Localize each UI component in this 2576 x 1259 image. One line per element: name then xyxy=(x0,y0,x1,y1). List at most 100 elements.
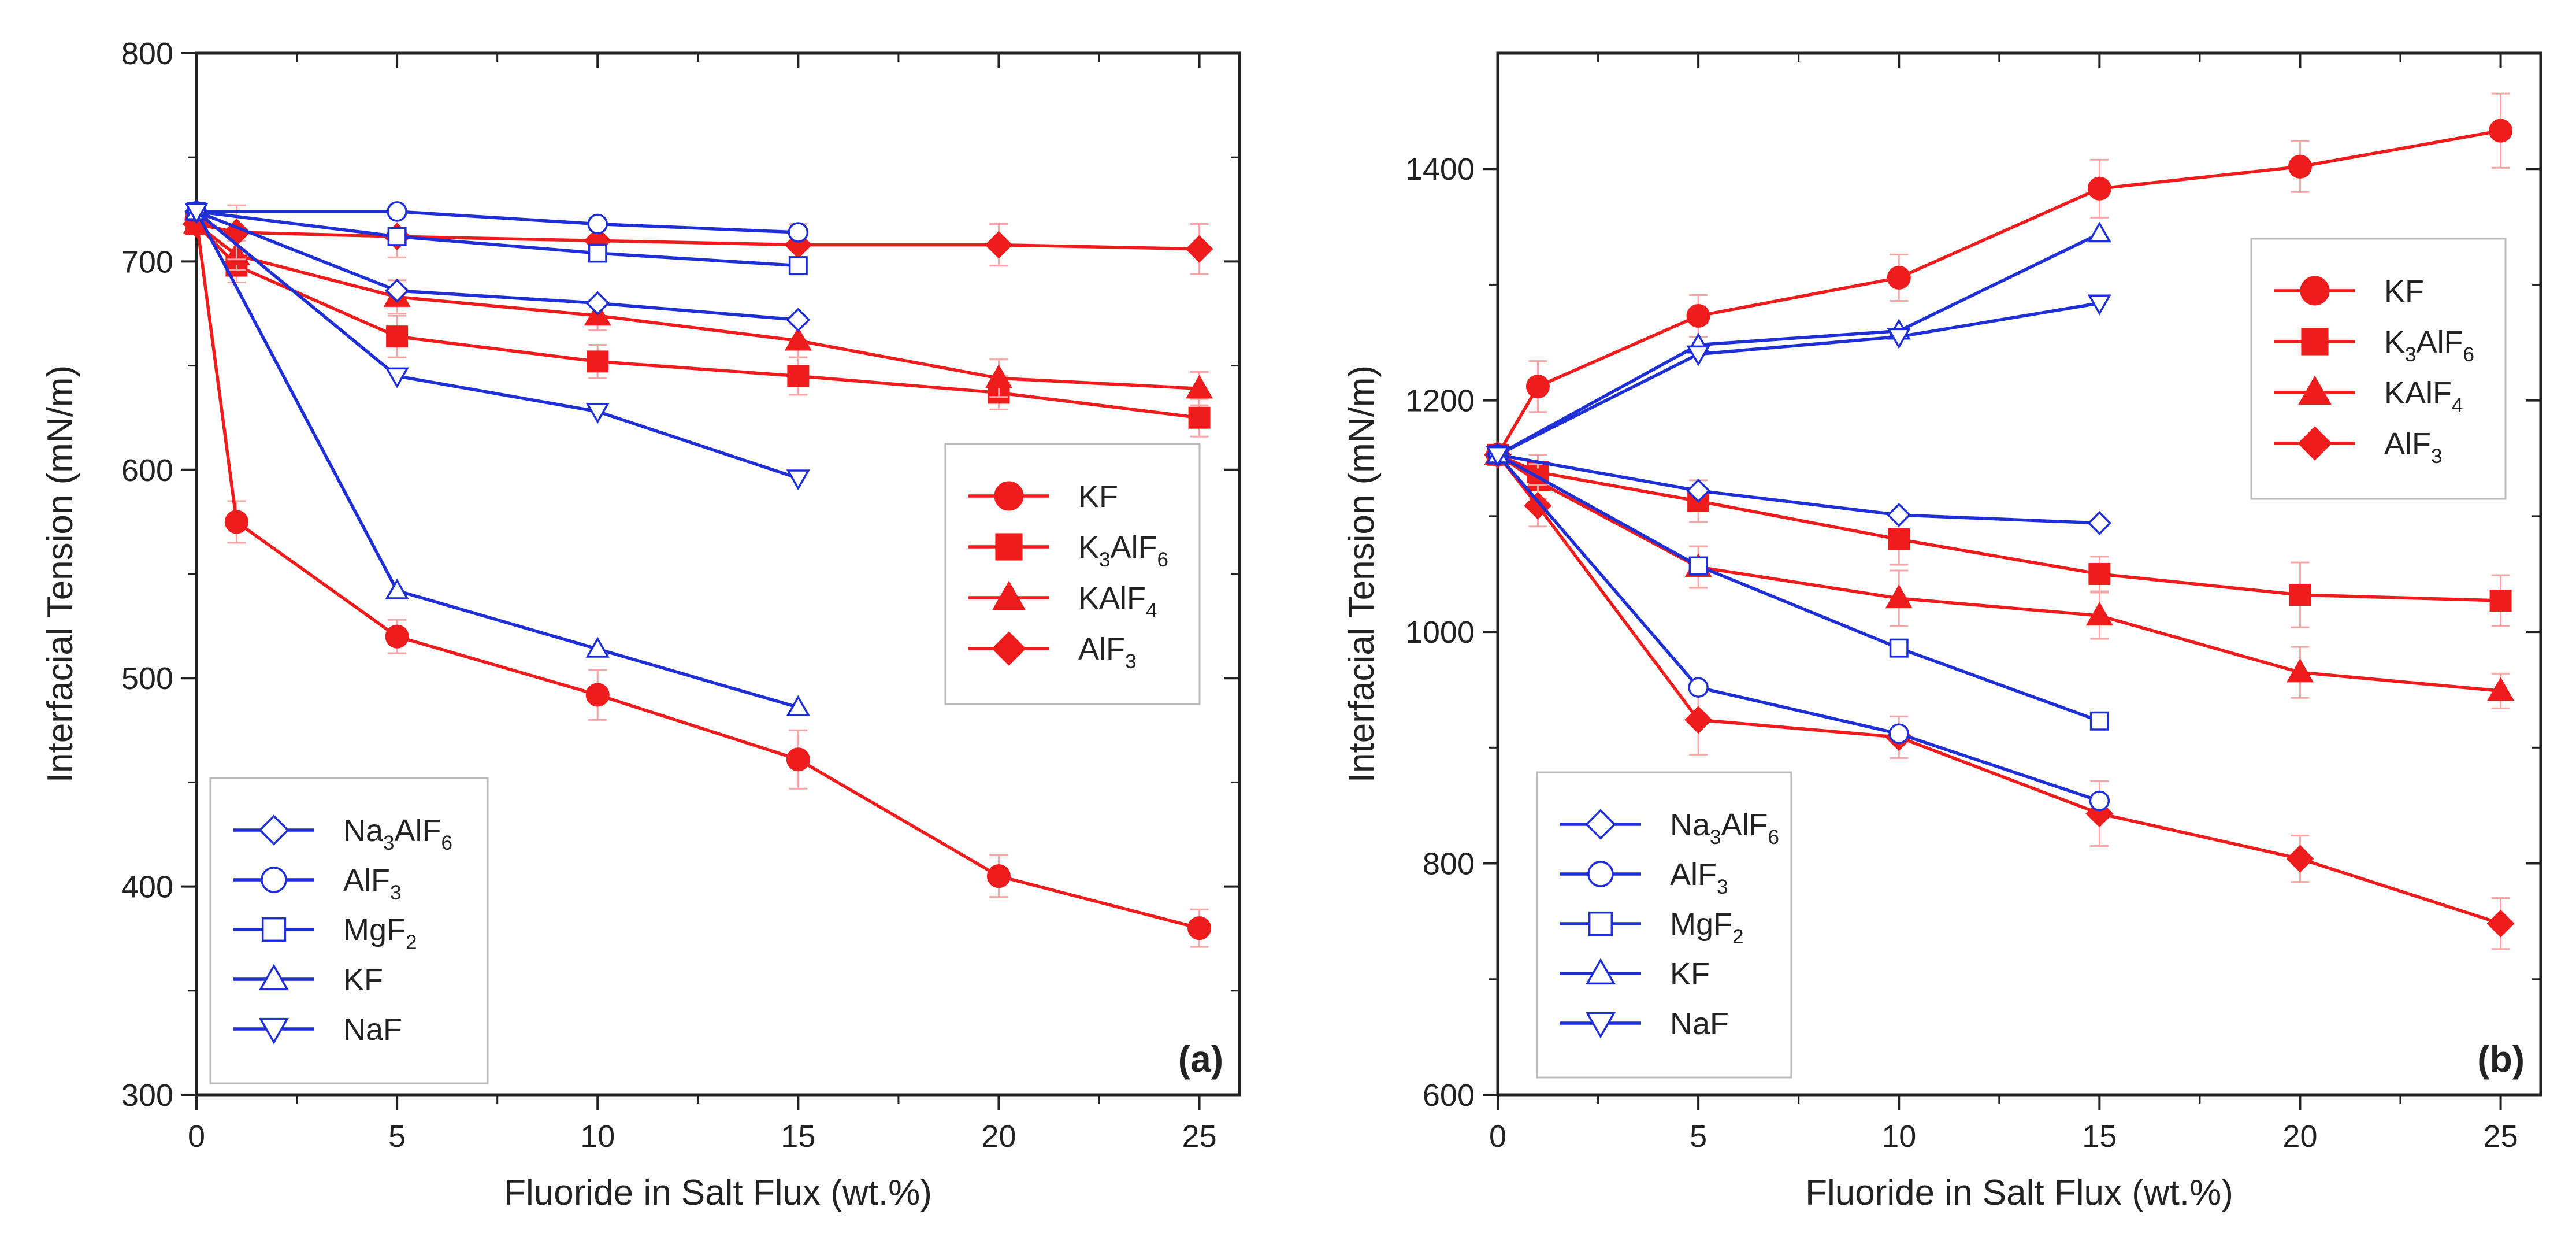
legend-marker xyxy=(992,580,1026,610)
legend-box xyxy=(944,443,1201,705)
legend-label: MgF2 xyxy=(1670,907,1744,948)
y-axis-label: Interfacial Tension (mN/m) xyxy=(1342,365,1382,783)
panel-a: 0 5 10 15 20 25 300 400 500 600 700 800 Fluoride in … xyxy=(40,36,1241,1213)
legend-box xyxy=(2250,238,2507,500)
data-point xyxy=(385,278,409,303)
data-point xyxy=(2288,154,2312,179)
y-tick-label: 600 xyxy=(121,453,173,488)
series-blue-alf3 xyxy=(186,201,809,243)
y-tick-label: 1400 xyxy=(1405,152,1475,187)
data-point xyxy=(224,510,248,534)
x-axis-label: Fluoride in Salt Flux (wt.%) xyxy=(504,1173,932,1213)
data-point xyxy=(1885,584,1913,609)
plot-frame xyxy=(1496,51,2542,1097)
legend-label: NaF xyxy=(343,1012,402,1047)
x-tick-label: 10 xyxy=(1881,1119,1916,1154)
data-point xyxy=(1887,265,1911,290)
data-point xyxy=(2286,845,2314,873)
data-point xyxy=(1688,556,1708,576)
x-tick-label: 5 xyxy=(1690,1119,1707,1154)
data-point xyxy=(788,222,809,243)
panel-b: 0 5 10 15 20 25 600 800 1000 1200 1400 Fluoride in … xyxy=(1342,51,2542,1213)
legend-marker xyxy=(258,964,289,991)
data-point xyxy=(387,227,407,246)
data-point xyxy=(788,256,808,276)
data-point xyxy=(985,231,1013,259)
data-point xyxy=(786,308,811,332)
data-point xyxy=(587,213,608,235)
y-tick-label: 800 xyxy=(1423,847,1475,882)
legend-marker xyxy=(992,631,1026,666)
x-tick-label: 5 xyxy=(388,1119,406,1154)
legend-label: KF xyxy=(343,962,383,997)
legend-marker xyxy=(2301,328,2329,356)
data-point xyxy=(2089,790,2110,812)
data-point xyxy=(1688,677,1709,698)
legend-label: MgF2 xyxy=(343,913,417,954)
series-line xyxy=(195,223,1200,420)
legend-marker xyxy=(1588,911,1613,936)
legend-marker xyxy=(261,917,287,942)
series-line xyxy=(1497,301,2100,457)
legend-blue: Na3AlF6 AlF3 MgF2 KF NaF xyxy=(209,777,489,1084)
y-tick-label: 300 xyxy=(121,1078,173,1113)
series-red-kalf4 xyxy=(183,210,1213,406)
legend-label: KF xyxy=(1670,957,1710,991)
data-point xyxy=(585,683,610,707)
data-point xyxy=(2087,221,2111,243)
y-tick-label: 800 xyxy=(121,36,173,71)
series-blue-naf xyxy=(184,202,810,491)
legend-blue: Na3AlF6 AlF3 MgF2 KF NaF xyxy=(1536,771,1792,1079)
data-point xyxy=(1686,478,1710,503)
legend-red: KF K3AlF6 KAlF4 AlF3 xyxy=(2250,238,2507,500)
data-point xyxy=(2286,658,2314,683)
series-blue-kf xyxy=(1486,221,2111,464)
data-point xyxy=(2085,602,2113,626)
data-point xyxy=(387,201,407,222)
data-point xyxy=(585,402,610,424)
series-line xyxy=(195,210,799,322)
data-point xyxy=(985,364,1012,388)
data-point xyxy=(1186,375,1213,399)
data-point xyxy=(1684,706,1713,734)
legend-red: KF K3AlF6 KAlF4 AlF3 xyxy=(944,443,1201,705)
legend-marker xyxy=(1585,958,1616,985)
data-point xyxy=(1686,304,1710,328)
data-point xyxy=(1888,528,1910,550)
y-axis-label: Interfacial Tension (mN/m) xyxy=(40,365,80,783)
legend-marker xyxy=(2298,375,2332,405)
series-line xyxy=(196,210,799,268)
legend-label: NaF xyxy=(1670,1006,1729,1041)
legend-label: K3AlF6 xyxy=(2384,325,2474,366)
legend-label: KAlF4 xyxy=(1078,581,1157,622)
series-line xyxy=(1496,453,2100,803)
legend-label: KF xyxy=(1078,479,1118,514)
data-point xyxy=(1187,916,1212,940)
series-blue-naf xyxy=(1486,294,2111,467)
panel-label: (b) xyxy=(2477,1038,2525,1080)
data-point xyxy=(585,636,610,658)
series-line xyxy=(1497,232,2100,457)
data-point xyxy=(2486,909,2515,938)
data-point xyxy=(588,243,607,263)
legend-marker xyxy=(258,814,289,846)
x-tick-label: 10 xyxy=(580,1119,615,1154)
data-point xyxy=(1486,446,1510,467)
legend-marker xyxy=(2297,426,2332,461)
data-point xyxy=(2088,563,2111,585)
legend-label: AlF3 xyxy=(343,863,402,904)
data-point xyxy=(1185,235,1213,263)
data-point xyxy=(184,202,209,224)
y-tick-label: 700 xyxy=(121,245,173,279)
legend-marker xyxy=(995,533,1023,561)
series-line xyxy=(1497,453,2100,723)
legend-label: KF xyxy=(2384,274,2424,309)
legend-marker xyxy=(1585,1012,1616,1039)
data-point xyxy=(385,624,409,649)
series-line xyxy=(195,210,799,480)
y-tick-label: 1200 xyxy=(1405,384,1475,419)
data-point xyxy=(386,325,409,348)
panel-label: (a) xyxy=(1178,1038,1223,1080)
data-point xyxy=(2089,711,2109,731)
